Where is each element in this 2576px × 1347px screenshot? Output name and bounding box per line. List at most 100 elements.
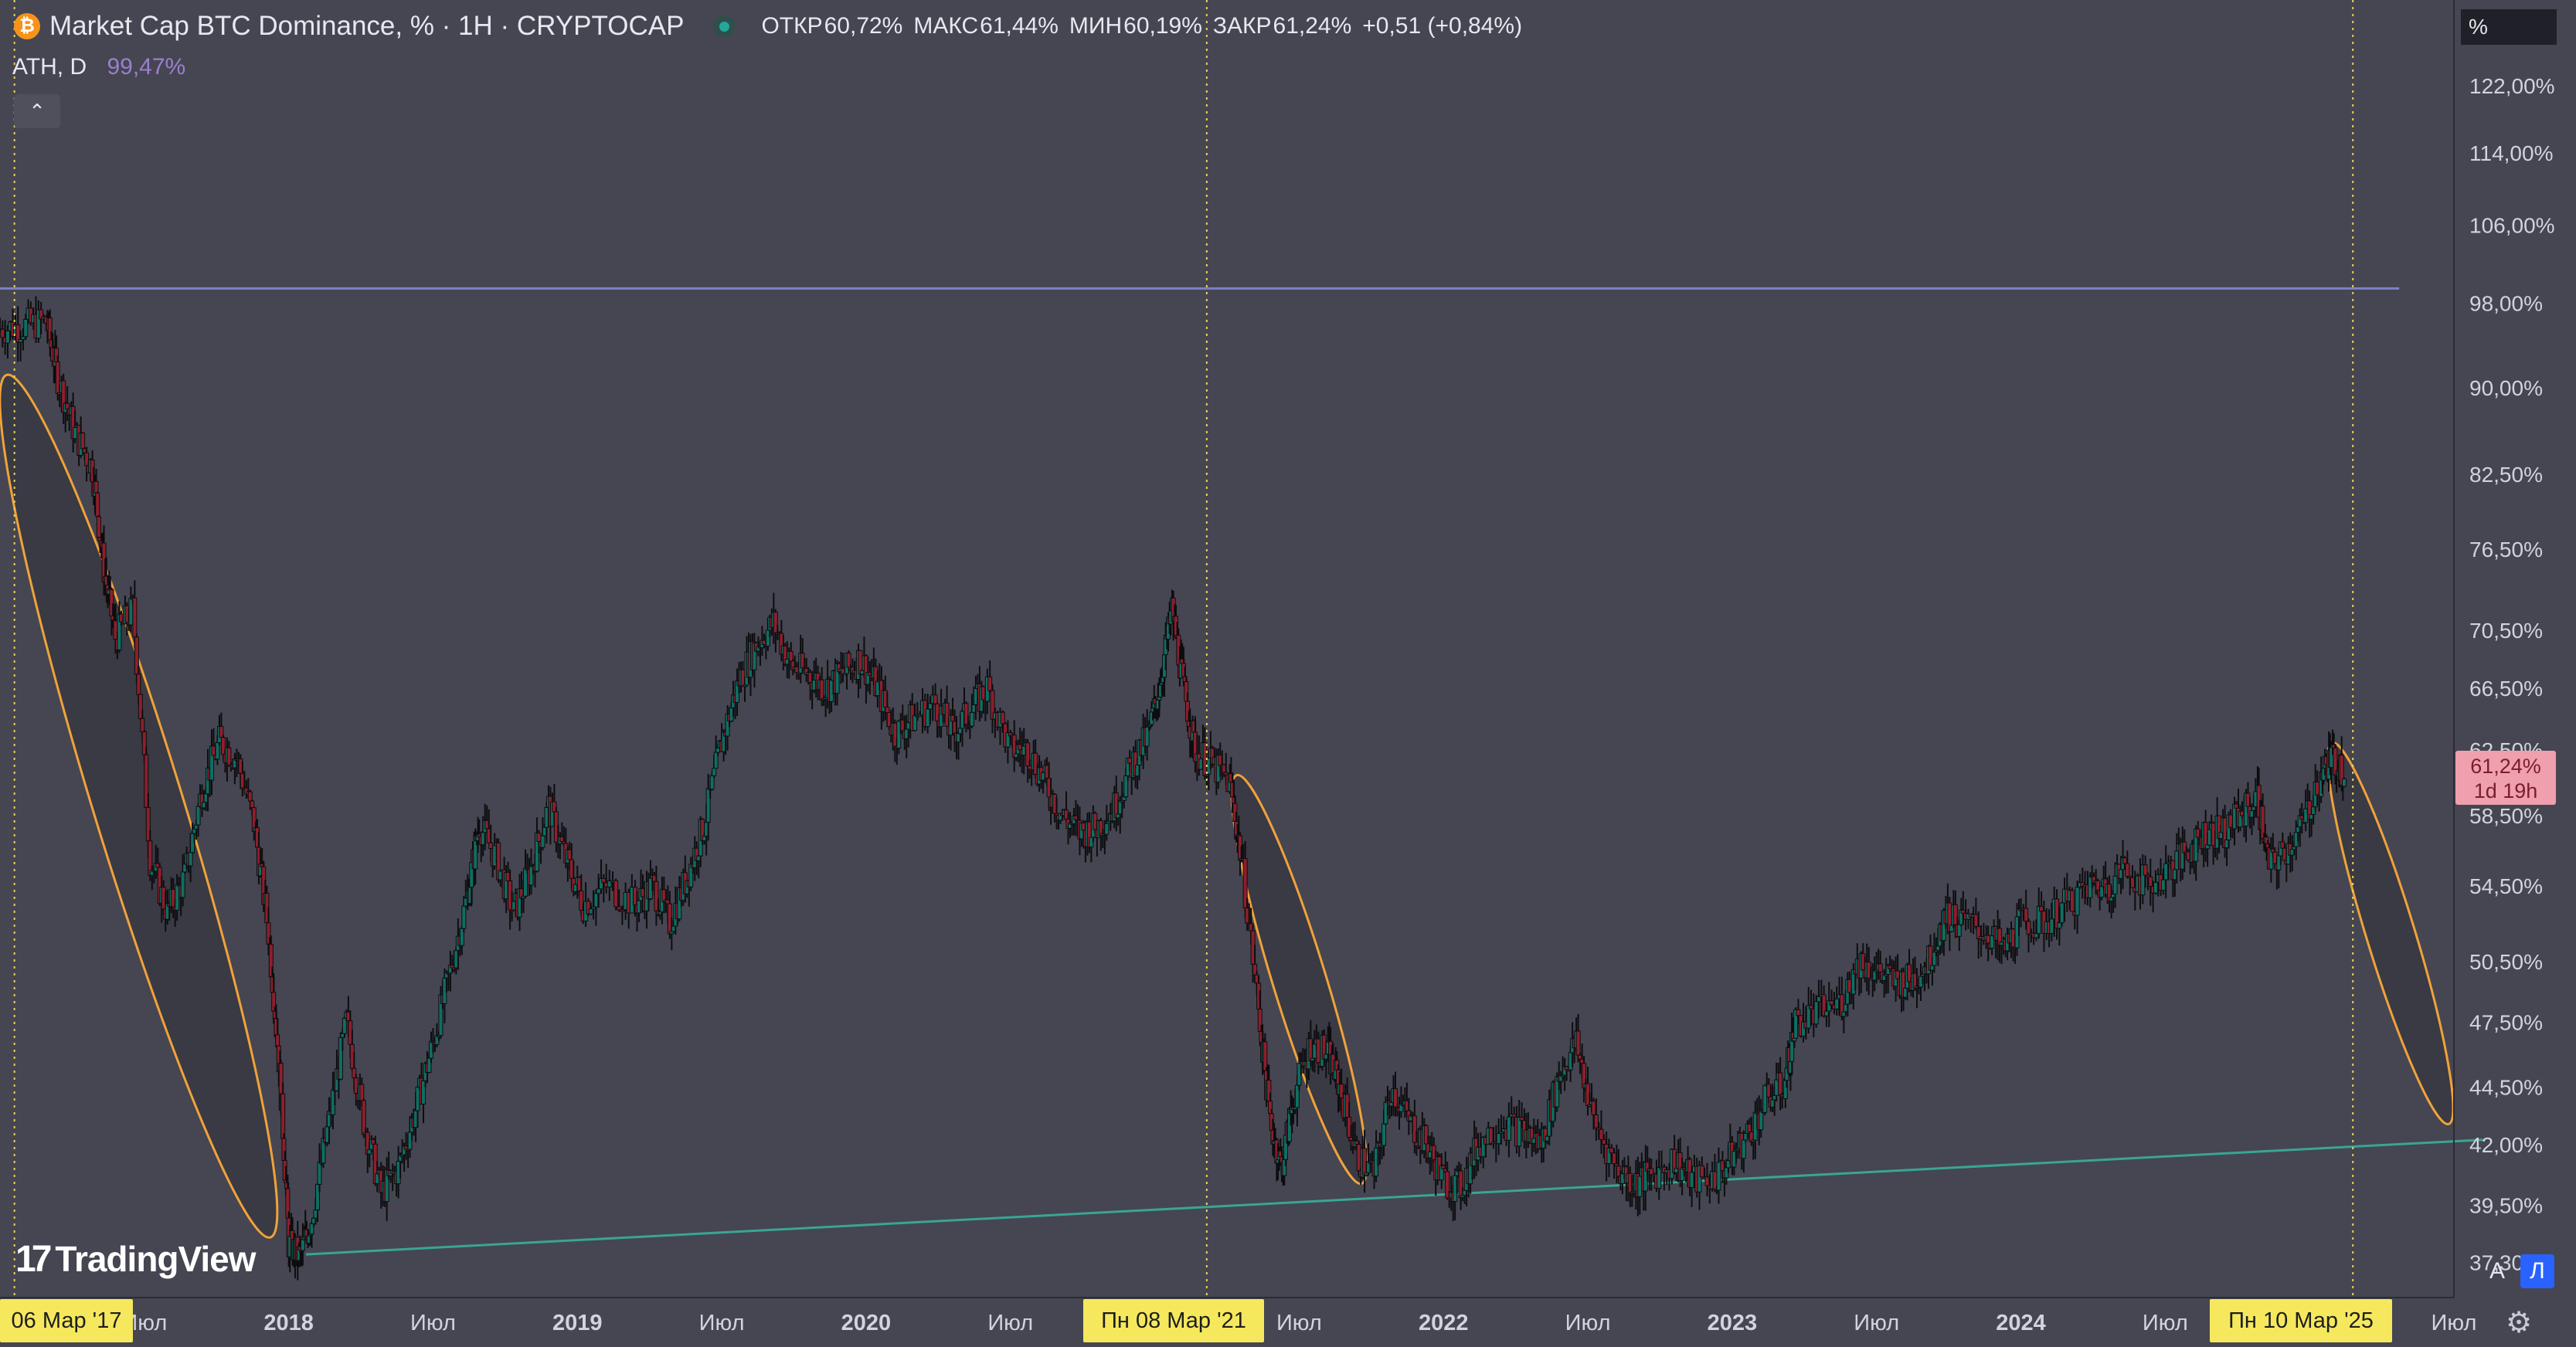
candle-body bbox=[969, 711, 974, 727]
candle-body bbox=[20, 336, 25, 340]
ellipse-drawing bbox=[1230, 773, 1368, 1186]
candle-body bbox=[712, 768, 717, 776]
x-tick-label: Июл bbox=[1565, 1311, 1611, 1335]
candle-body bbox=[1796, 1009, 1801, 1016]
candle-body bbox=[1716, 1162, 1721, 1191]
candle-body bbox=[1759, 1110, 1764, 1131]
candlestick-series bbox=[0, 296, 2347, 1281]
candle-body bbox=[1601, 1139, 1606, 1145]
candle-body bbox=[2036, 906, 2041, 935]
candle-body bbox=[2112, 875, 2118, 895]
candle-body bbox=[596, 888, 601, 894]
candle-body bbox=[300, 1239, 305, 1251]
candle-body bbox=[588, 908, 593, 914]
candle-body bbox=[1809, 1005, 1814, 1009]
trend-drawings[interactable] bbox=[0, 287, 2483, 1256]
candle-body bbox=[188, 852, 193, 867]
candle-body bbox=[2160, 879, 2166, 891]
high-value: 61,44% bbox=[980, 13, 1059, 39]
candle-body bbox=[96, 516, 101, 538]
candle-body bbox=[1511, 1113, 1517, 1118]
candle-body bbox=[2148, 876, 2153, 887]
candle-body bbox=[1986, 935, 1991, 944]
candle-body bbox=[1612, 1152, 1617, 1165]
x-tick-label: 2020 bbox=[841, 1311, 892, 1335]
price-axis[interactable]: 130,00%122,00%114,00%106,00%98,00%90,00%… bbox=[2469, 11, 2555, 1274]
ath-value: 99,47% bbox=[107, 54, 186, 80]
candle-body bbox=[1127, 757, 1133, 764]
candle-body bbox=[2075, 887, 2080, 916]
ath-indicator-legend[interactable]: ATH, D 99,47% bbox=[12, 54, 185, 80]
x-tick-label: Июл bbox=[1854, 1311, 1899, 1335]
candle-body bbox=[1637, 1176, 1643, 1197]
candle-body bbox=[1697, 1165, 1702, 1193]
symbol-title[interactable]: Market Cap BTC Dominance, % · 1H · CRYPT… bbox=[49, 11, 685, 41]
candle-body bbox=[1316, 1038, 1321, 1064]
log-scale-button[interactable]: Л bbox=[2520, 1254, 2554, 1288]
ath-label: ATH, D bbox=[12, 54, 87, 80]
ellipse-drawings[interactable] bbox=[0, 361, 2472, 1250]
candle-body bbox=[1609, 1147, 1614, 1154]
candle-body bbox=[2342, 778, 2347, 787]
candle-body bbox=[1519, 1117, 1524, 1121]
scale-mode-label[interactable]: % bbox=[2461, 9, 2557, 45]
candle-body bbox=[1381, 1123, 1387, 1146]
collapse-legend-button[interactable]: ⌃ bbox=[14, 94, 60, 128]
candle-body bbox=[927, 703, 933, 710]
candle-body bbox=[1496, 1132, 1501, 1145]
candle-body bbox=[2143, 864, 2148, 876]
y-tick-label: 98,00% bbox=[2469, 292, 2543, 316]
candle-body bbox=[247, 791, 253, 802]
y-tick-label: 70,50% bbox=[2469, 619, 2543, 643]
x-tick-label: 2022 bbox=[1419, 1311, 1469, 1335]
candle-body bbox=[275, 1034, 280, 1047]
candle-body bbox=[2049, 918, 2054, 935]
candle-body bbox=[1960, 909, 1966, 914]
auto-scale-button[interactable]: A bbox=[2489, 1258, 2505, 1284]
y-tick-label: 76,50% bbox=[2469, 538, 2543, 562]
tradingview-wordmark: TradingView bbox=[55, 1239, 256, 1279]
crosshair-lines bbox=[13, 0, 2354, 1298]
x-tick-label: Июл bbox=[2143, 1311, 2188, 1335]
candle-body bbox=[1829, 1000, 1834, 1006]
candle-body bbox=[1878, 963, 1883, 973]
candle-body bbox=[715, 748, 721, 753]
bitcoin-icon: ₿ bbox=[14, 13, 40, 39]
candle-body bbox=[2026, 921, 2031, 935]
candle-body bbox=[601, 877, 607, 884]
candle-body bbox=[607, 880, 612, 887]
x-tick-label: 2024 bbox=[1996, 1311, 2046, 1335]
x-tick-label: 2019 bbox=[552, 1311, 603, 1335]
low-value: 60,19% bbox=[1123, 13, 1202, 39]
candle-body bbox=[2024, 908, 2029, 922]
candle-body bbox=[1506, 1116, 1511, 1141]
tradingview-logo[interactable]: 17 TradingView bbox=[15, 1236, 257, 1282]
x-tick-label: Июл bbox=[699, 1311, 745, 1335]
y-tick-label: 42,00% bbox=[2469, 1133, 2543, 1157]
candle-body bbox=[1000, 711, 1005, 724]
candle-body bbox=[2122, 857, 2128, 864]
candle-body bbox=[1104, 823, 1110, 835]
time-axis[interactable]: Июл 2018 Июл 2019 Июл 2020 Июл Июл 2022 Июл 2023 Ию… bbox=[121, 1311, 2476, 1335]
candle-body bbox=[1657, 1167, 1662, 1189]
candle-body bbox=[1392, 1088, 1398, 1108]
candle-body bbox=[180, 871, 185, 898]
candle-body bbox=[1704, 1176, 1710, 1186]
close-value: 61,24% bbox=[1273, 13, 1352, 39]
candle-body bbox=[1778, 1072, 1783, 1095]
candle-body bbox=[2057, 922, 2062, 929]
candle-body bbox=[620, 909, 625, 912]
candle-body bbox=[1741, 1139, 1746, 1159]
y-tick-label: 122,00% bbox=[2469, 74, 2555, 98]
chart-settings-button[interactable]: ⚙ bbox=[2500, 1304, 2537, 1341]
candle-body bbox=[1488, 1127, 1494, 1145]
x-tick-label: 2018 bbox=[263, 1311, 314, 1335]
candle-body bbox=[1591, 1101, 1596, 1115]
last-price: 61,24% bbox=[2470, 755, 2541, 778]
candle-body bbox=[1762, 1084, 1768, 1113]
candle-body bbox=[2039, 906, 2044, 912]
x-tick-label: Июл bbox=[410, 1311, 456, 1335]
candle-body bbox=[136, 674, 141, 695]
close-label: ЗАКР bbox=[1212, 13, 1272, 39]
